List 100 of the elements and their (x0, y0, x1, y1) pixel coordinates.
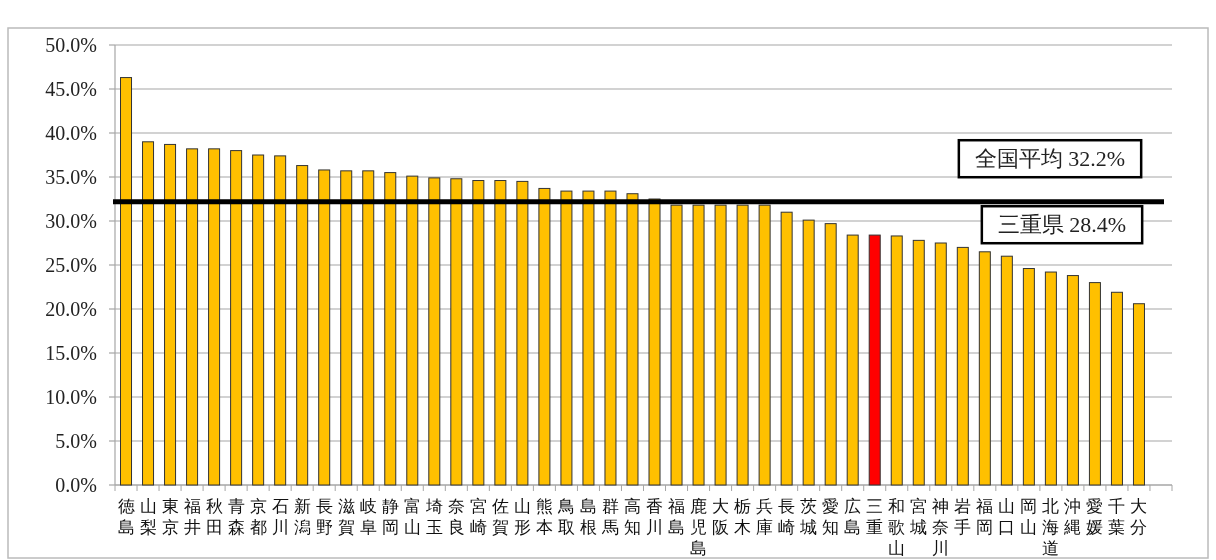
y-tick-label: 10.0% (45, 386, 97, 408)
bar (1044, 271, 1057, 486)
y-tick-label: 35.0% (45, 166, 97, 188)
x-tick-label: 和歌山 (888, 496, 906, 558)
bar (142, 141, 155, 486)
x-tick-label: 奈良 (447, 496, 465, 537)
x-tick-label: 山形 (513, 496, 531, 537)
bar (450, 178, 463, 486)
y-tick-label: 45.0% (45, 78, 97, 100)
bar (736, 204, 749, 486)
x-tick-label: 長野 (315, 496, 333, 537)
x-tick-label: 埼玉 (424, 496, 443, 537)
bar (868, 234, 881, 486)
bar (648, 198, 661, 486)
bar (846, 234, 859, 486)
x-tick-label: 神奈川 (932, 496, 950, 558)
x-tick-label: 島根 (579, 496, 597, 537)
x-tick-label: 青森 (227, 496, 245, 537)
x-tick-label: 熊本 (535, 496, 553, 537)
bar (516, 180, 529, 486)
bar (780, 211, 793, 486)
x-tick-label: 秋田 (205, 496, 223, 537)
x-tick-label: 三重 (866, 496, 884, 537)
bar (428, 177, 441, 486)
bar (318, 169, 331, 486)
x-tick-label: 石川 (271, 496, 289, 537)
bar (560, 190, 573, 486)
bar (912, 239, 925, 486)
bar (758, 204, 771, 486)
x-tick-label: 福井 (183, 496, 201, 537)
bar (956, 246, 969, 486)
x-tick-label: 北海道 (1042, 496, 1060, 558)
bar (296, 165, 309, 486)
x-tick-label: 沖縄 (1063, 496, 1082, 537)
x-tick-label: 佐賀 (491, 496, 509, 537)
bar (1066, 275, 1079, 486)
bar (384, 172, 397, 486)
y-tick-label: 5.0% (55, 430, 97, 452)
x-tick-label: 福岡 (976, 496, 994, 537)
x-tick-label: 宮崎 (469, 496, 487, 537)
bar (670, 204, 683, 486)
bar (824, 223, 837, 486)
x-tick-label: 岩手 (954, 496, 972, 537)
bar (714, 204, 727, 486)
bar (934, 242, 947, 486)
x-tick-label: 京都 (249, 496, 267, 537)
x-tick-label: 愛媛 (1086, 496, 1104, 537)
x-tick-label: 鹿児島 (690, 496, 708, 558)
y-tick-label: 50.0% (45, 34, 97, 56)
ref-line-label: 全国平均 32.2% (974, 146, 1126, 172)
x-tick-label: 東京 (161, 496, 179, 537)
x-tick-label: 大分 (1130, 496, 1148, 537)
bar (978, 251, 991, 486)
bar (1110, 291, 1123, 486)
bar (186, 148, 199, 486)
x-tick-label: 宮城 (909, 496, 928, 537)
bar (692, 204, 705, 486)
x-tick-label: 山梨 (139, 496, 157, 537)
x-tick-label: 大阪 (712, 496, 730, 537)
y-tick-label: 0.0% (55, 474, 97, 496)
bar (1088, 282, 1101, 486)
x-tick-label: 福島 (668, 496, 686, 537)
bar (626, 193, 639, 486)
x-tick-label: 広島 (844, 496, 862, 537)
bar (406, 175, 419, 486)
x-tick-label: 山口 (998, 496, 1016, 537)
bar (340, 170, 353, 486)
y-tick-label: 20.0% (45, 298, 97, 320)
x-tick-label: 徳島 (117, 496, 135, 537)
bar (582, 190, 595, 486)
x-tick-label: 高知 (623, 496, 641, 537)
x-tick-label: 滋賀 (337, 496, 355, 537)
bar (604, 190, 617, 486)
bar (120, 77, 133, 486)
bar (538, 187, 551, 486)
bar (802, 219, 815, 486)
x-tick-label: 静岡 (381, 496, 399, 537)
bar (472, 180, 485, 486)
x-tick-label: 茨城 (799, 496, 818, 537)
x-tick-label: 長崎 (778, 496, 796, 537)
bar (252, 154, 265, 486)
x-tick-label: 鳥取 (556, 496, 575, 537)
bar (230, 150, 243, 486)
x-tick-label: 千葉 (1108, 496, 1126, 537)
x-tick-label: 群馬 (600, 496, 619, 537)
x-tick-label: 栃木 (734, 496, 752, 537)
bar (1000, 255, 1013, 486)
bar (890, 235, 903, 486)
x-tick-label: 富山 (403, 496, 421, 537)
bar (208, 148, 221, 486)
bar (1132, 303, 1145, 486)
bar (362, 170, 375, 486)
x-tick-label: 岐阜 (359, 496, 377, 537)
x-tick-label: 岡山 (1020, 496, 1038, 537)
x-tick-label: 香川 (646, 496, 664, 537)
bar (274, 155, 287, 486)
x-tick-label: 愛知 (822, 496, 840, 537)
x-tick-label: 新潟 (293, 496, 311, 537)
y-tick-label: 30.0% (45, 210, 97, 232)
y-tick-label: 40.0% (45, 122, 97, 144)
